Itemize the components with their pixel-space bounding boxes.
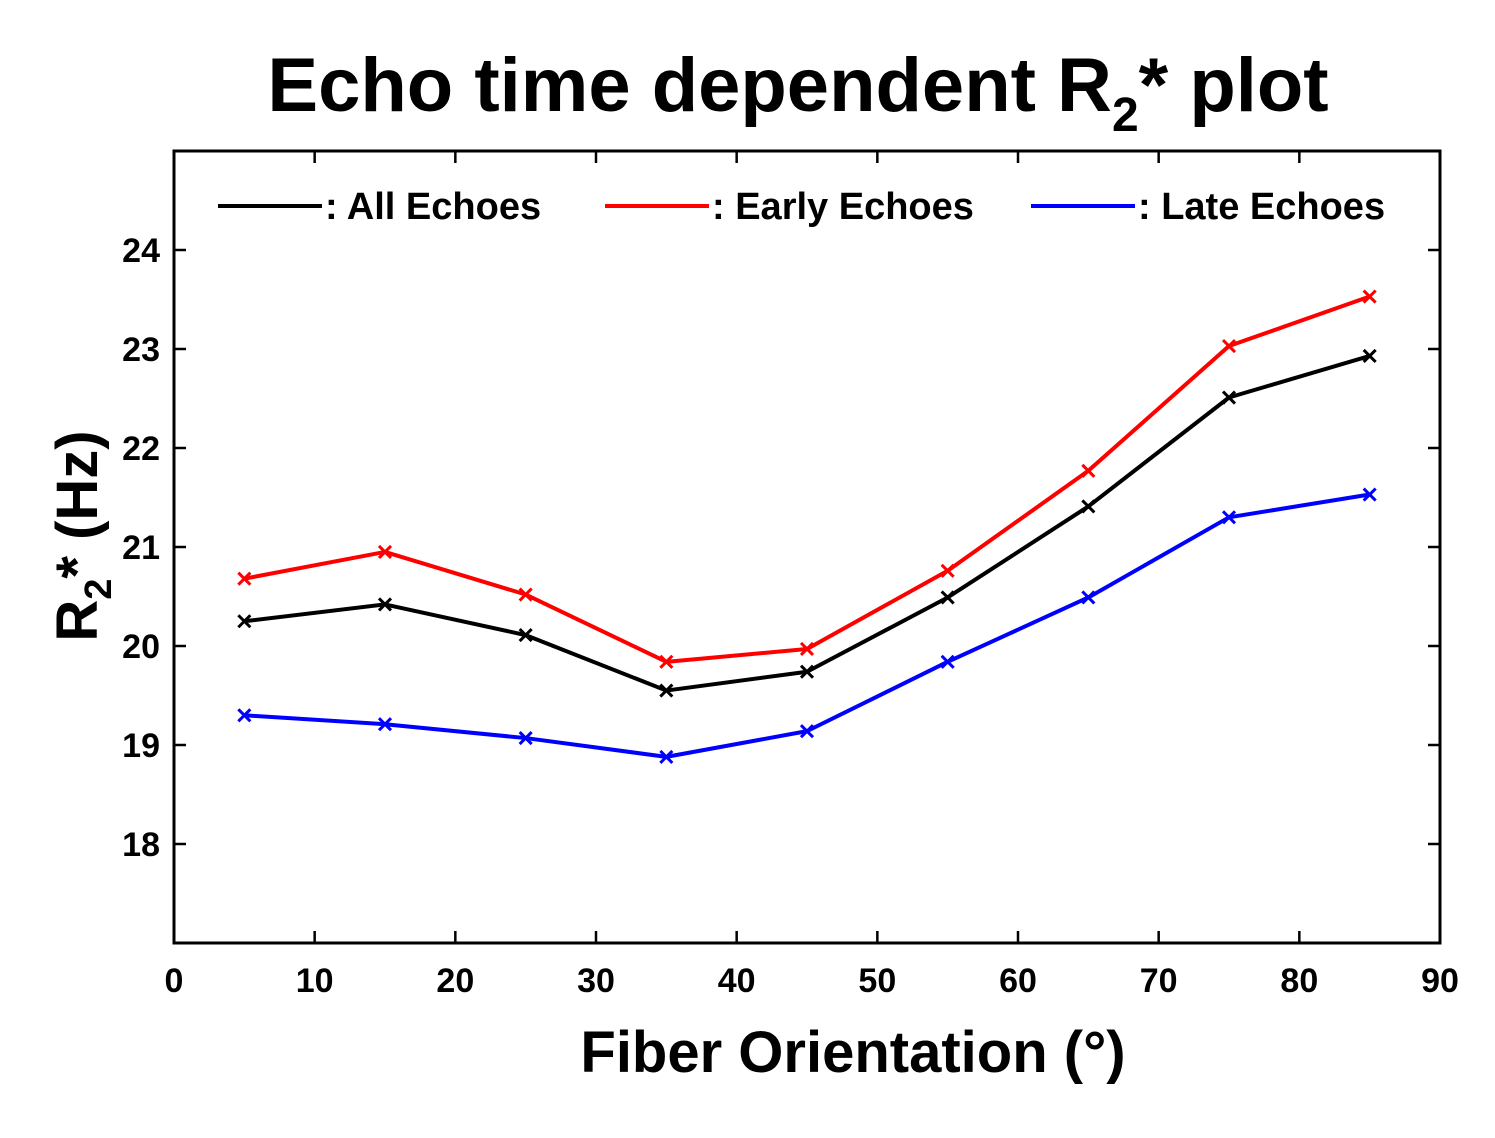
y-tick-label: 19 [122, 727, 160, 765]
y-tick-label: 21 [122, 529, 160, 567]
y-axis-label-main: R [45, 600, 110, 642]
data-point-early-echoes [518, 587, 533, 602]
x-tick-label: 40 [718, 962, 756, 1000]
y-axis-label-subscript: 2 [78, 579, 120, 600]
data-point-early-echoes [799, 641, 815, 657]
data-point-all-echoes [659, 683, 674, 698]
chart-title-tail: * plot [1139, 43, 1329, 128]
x-axis-label: Fiber Orientation (°) [580, 1020, 1125, 1085]
chart-title-subscript: 2 [1112, 89, 1139, 142]
data-point-early-echoes [940, 563, 955, 578]
data-point-late-echoes [1362, 487, 1377, 502]
data-point-early-echoes [1081, 463, 1096, 478]
y-tick-label: 18 [122, 826, 160, 864]
x-tick-label: 80 [1280, 962, 1318, 1000]
chart-title: Echo time dependent R2* plot [267, 43, 1328, 142]
x-tick-label: 50 [858, 962, 896, 1000]
data-point-all-echoes [377, 597, 393, 612]
legend-label-all-echoes: : All Echoes [325, 186, 541, 228]
y-tick-label: 20 [122, 628, 160, 666]
y-tick-label: 24 [122, 232, 160, 270]
data-point-all-echoes [940, 590, 955, 605]
data-point-early-echoes [1221, 338, 1237, 354]
data-point-all-echoes [1362, 348, 1377, 363]
x-tick-label: 20 [436, 962, 474, 1000]
legend-label-early-echoes: : Early Echoes [712, 186, 974, 228]
series-layer [237, 289, 1377, 764]
data-point-all-echoes [799, 664, 815, 679]
data-point-early-echoes [377, 544, 393, 560]
x-tick-label: 0 [165, 962, 184, 1000]
data-point-all-echoes [1081, 499, 1096, 514]
data-point-early-echoes [659, 654, 674, 669]
data-point-late-echoes [659, 749, 674, 764]
data-point-late-echoes [518, 731, 533, 746]
y-axis-label-tail: * (Hz) [45, 430, 110, 578]
x-axis-ticks: 0 10 20 30 40 50 60 70 80 90 [165, 151, 1459, 1000]
data-point-all-echoes [518, 628, 533, 643]
data-point-late-echoes [1081, 590, 1096, 605]
data-point-early-echoes [1362, 289, 1377, 304]
data-point-all-echoes [1221, 390, 1237, 405]
x-tick-label: 90 [1421, 962, 1459, 1000]
y-tick-label: 23 [122, 331, 160, 369]
data-point-early-echoes [237, 571, 252, 586]
data-point-late-echoes [799, 724, 815, 739]
x-tick-label: 70 [1140, 962, 1178, 1000]
data-point-late-echoes [1221, 510, 1237, 525]
data-point-late-echoes [377, 717, 393, 732]
data-point-late-echoes [940, 654, 955, 669]
chart-title-main: Echo time dependent R [267, 43, 1112, 128]
legend-label-late-echoes: : Late Echoes [1138, 186, 1385, 228]
y-tick-label: 22 [122, 430, 160, 468]
plot-area [172, 149, 1442, 945]
x-tick-label: 10 [296, 962, 334, 1000]
y-axis-label: R2* (Hz) [45, 430, 120, 641]
x-tick-label: 60 [999, 962, 1037, 1000]
data-point-late-echoes [237, 708, 252, 723]
y-axis-ticks: 18 19 20 21 22 23 24 [122, 232, 1440, 864]
x-tick-label: 30 [577, 962, 615, 1000]
data-point-all-echoes [237, 614, 252, 629]
legend: : All Echoes : Early Echoes : Late Echoes [218, 186, 1385, 228]
